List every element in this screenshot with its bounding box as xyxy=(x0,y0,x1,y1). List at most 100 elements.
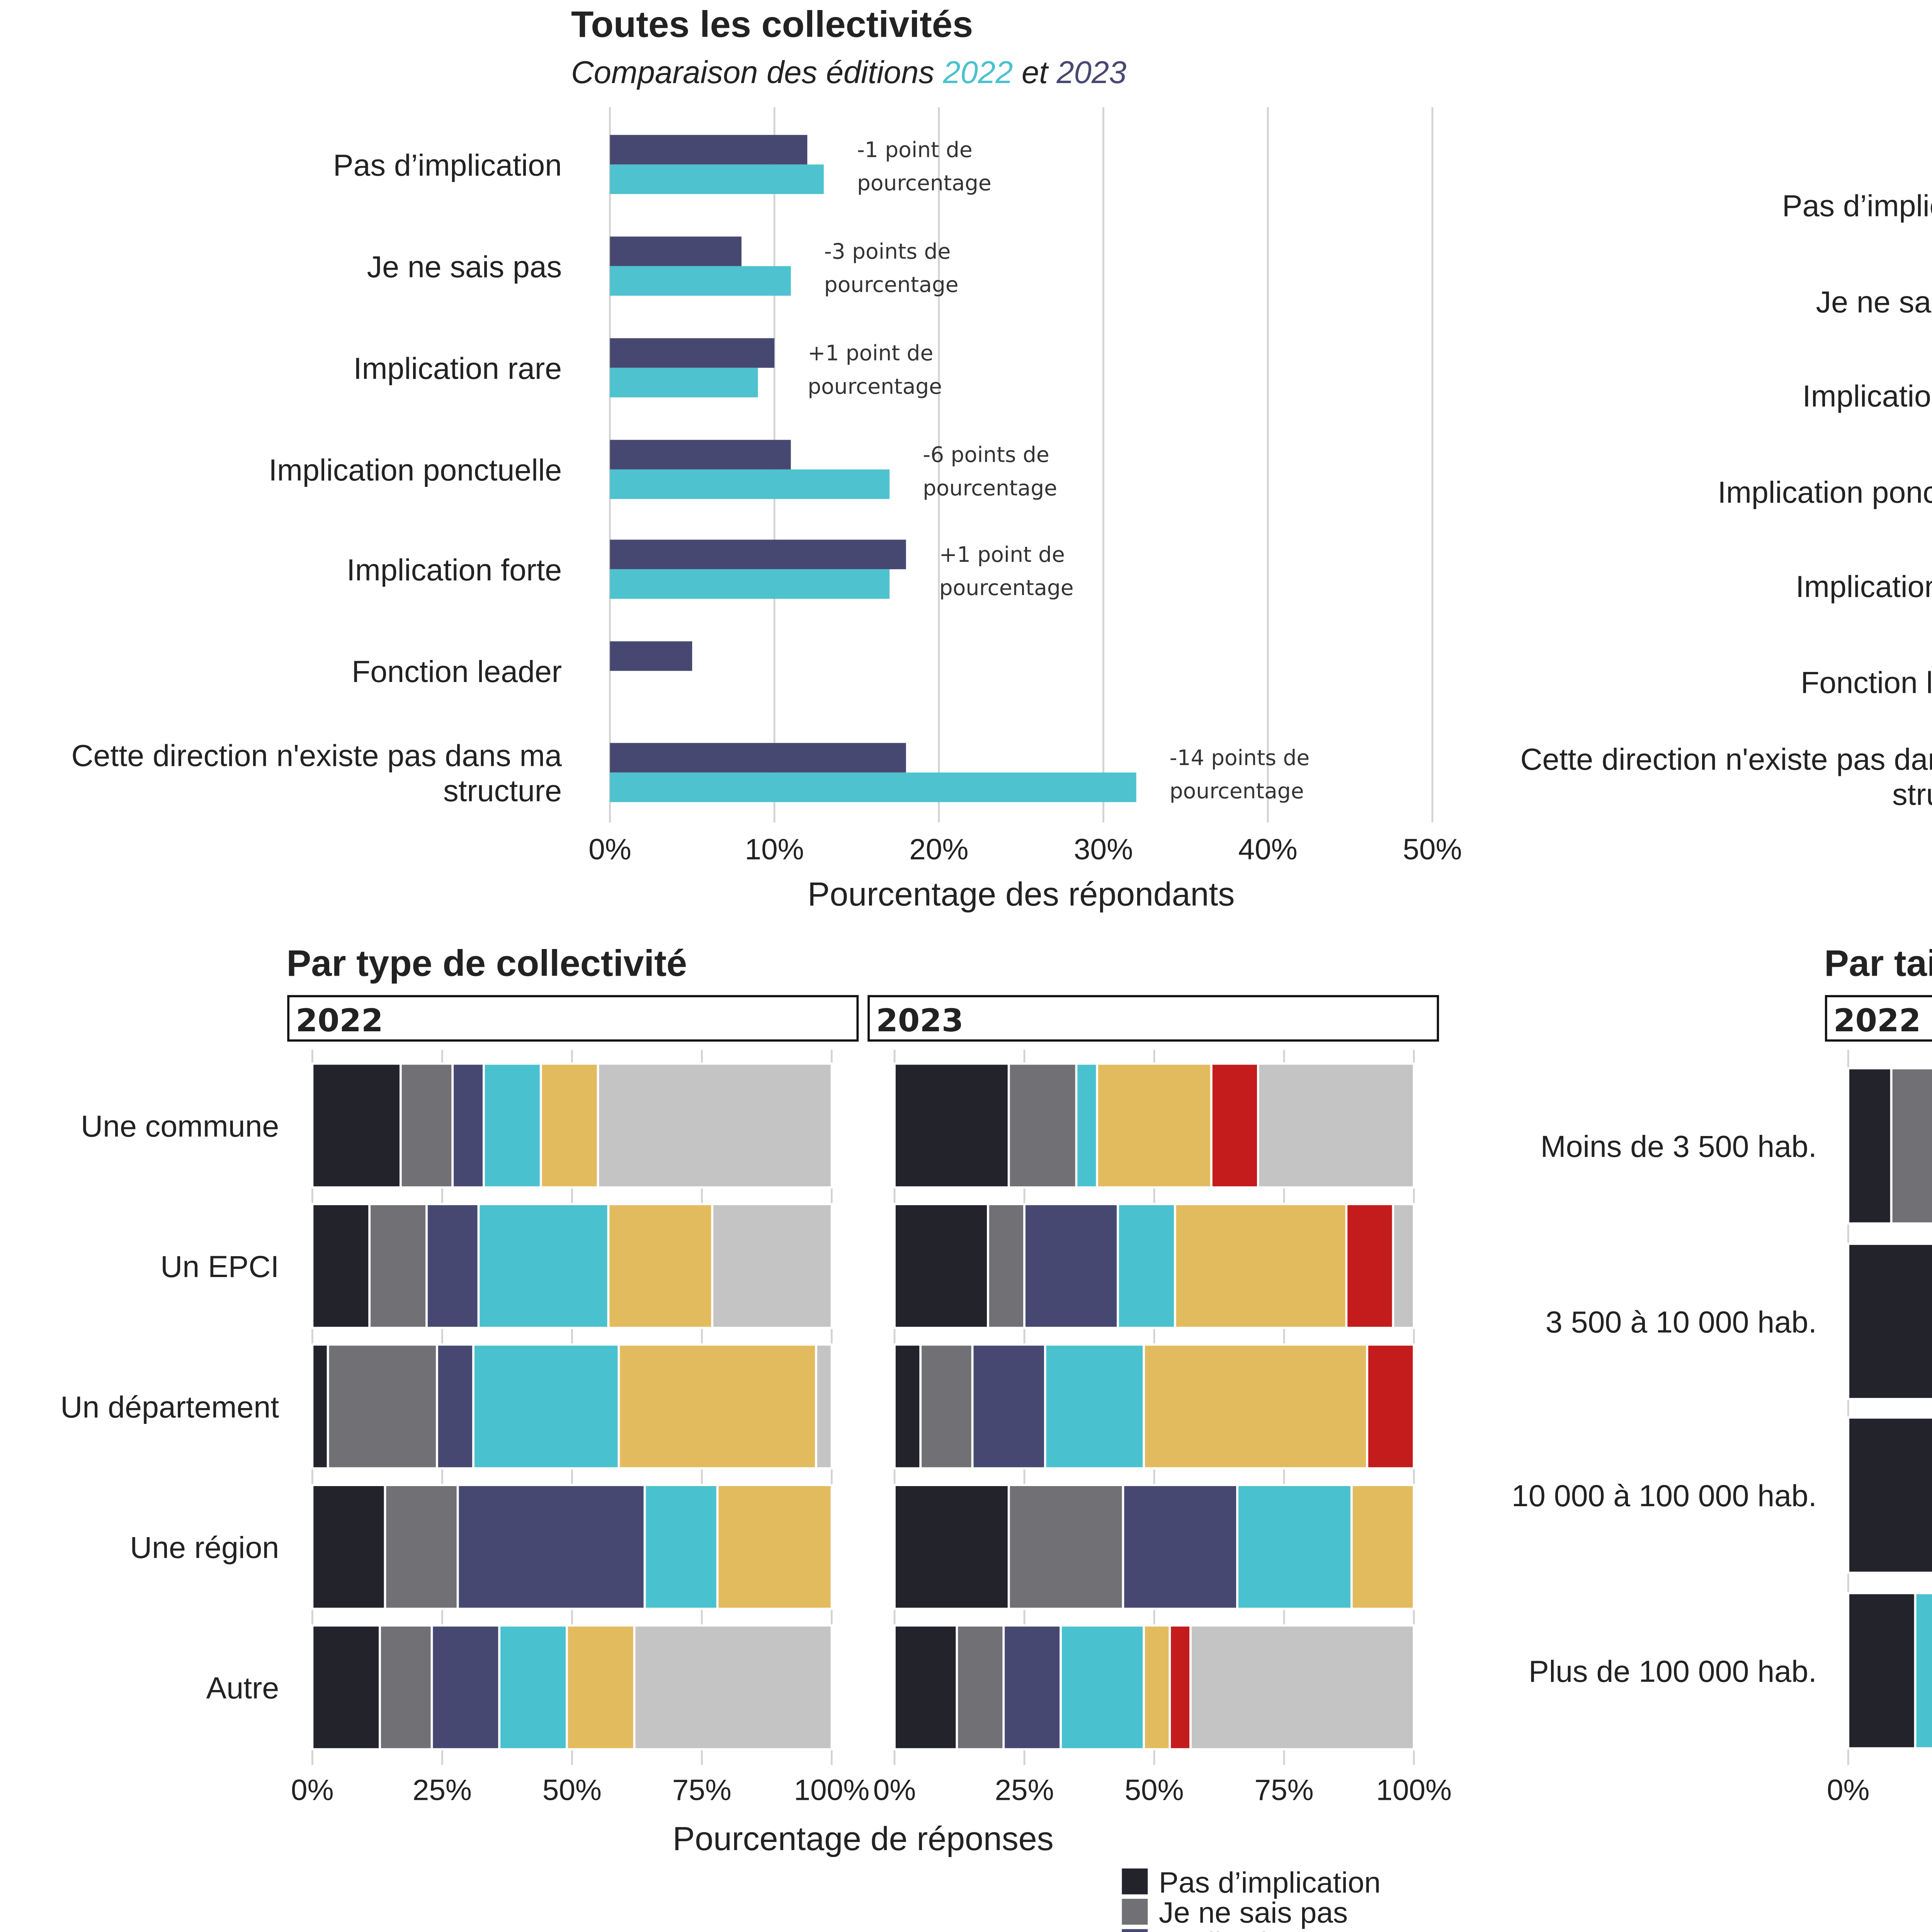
category-label: Un EPCI xyxy=(160,1250,279,1284)
x-tick-label: 25% xyxy=(413,1774,472,1807)
stacked-segment xyxy=(566,1624,636,1750)
stacked-segment xyxy=(1366,1343,1415,1469)
stacked-segment xyxy=(1350,1484,1415,1610)
stacked-segment xyxy=(368,1203,428,1329)
change-annotation: pourcentage xyxy=(923,476,1057,500)
stacked-segment xyxy=(1847,1067,1893,1225)
x-tick-label: 50% xyxy=(1403,833,1462,866)
x-tick-label: 50% xyxy=(543,1774,602,1807)
stacked-segment xyxy=(1392,1203,1415,1329)
legend-item-label: Je ne sais pas xyxy=(1159,1896,1348,1929)
stacked-segment xyxy=(987,1203,1026,1329)
change-annotation: -6 points de xyxy=(923,442,1049,467)
x-tick-label: 0% xyxy=(873,1774,916,1807)
stacked-segment xyxy=(1345,1203,1395,1329)
stacked-segment xyxy=(311,1484,386,1610)
x-tick-label: 100% xyxy=(1376,1774,1452,1807)
x-tick-label: 100% xyxy=(794,1774,870,1807)
stacked-segment xyxy=(893,1203,989,1329)
stacked-segment xyxy=(1236,1484,1353,1610)
x-tick-label: 0% xyxy=(1827,1774,1870,1807)
stacked-segment xyxy=(1189,1624,1415,1750)
stacked-segment xyxy=(379,1624,433,1750)
x-tick-label: 50% xyxy=(1125,1774,1184,1807)
stacked-segment xyxy=(436,1343,474,1469)
category-label: Cette direction n'existe pas dans ma xyxy=(1520,742,1932,776)
subtitle-text: et xyxy=(1013,55,1056,90)
stacked-segment xyxy=(1117,1203,1176,1329)
stacked-segment xyxy=(1007,1062,1078,1189)
stacked-segment xyxy=(1023,1203,1119,1329)
stacked-segment xyxy=(1143,1343,1369,1469)
stacked-segment xyxy=(633,1624,833,1750)
category-label: Fonction leader xyxy=(352,655,562,689)
facet-strip-label: 2022 xyxy=(296,1003,383,1039)
chart-title: Par taille de commune xyxy=(1824,942,1932,984)
stacked-segment xyxy=(311,1203,371,1329)
bar-2023 xyxy=(610,539,906,570)
stacked-segment xyxy=(456,1484,646,1610)
category-label: Cette direction n'existe pas dans ma xyxy=(71,739,562,773)
stacked-segment xyxy=(1143,1624,1171,1750)
x-axis-title: Pourcentage de réponses xyxy=(673,1820,1054,1857)
change-annotation: -1 point de xyxy=(857,138,973,162)
stacked-segment xyxy=(1847,1243,1932,1400)
stacked-segment xyxy=(1096,1062,1213,1189)
category-label: Implication ponctuelle xyxy=(269,453,562,487)
bar-2023 xyxy=(610,440,791,469)
stacked-segment xyxy=(1847,1592,1917,1750)
stacked-segment xyxy=(1060,1624,1145,1750)
stacked-segment xyxy=(1002,1624,1062,1750)
stacked-segment xyxy=(1847,1416,1932,1574)
x-tick-label: 20% xyxy=(909,833,968,866)
bar-2022 xyxy=(610,469,890,499)
subtitle-year-2022: 2022 xyxy=(943,55,1013,90)
legend-swatch xyxy=(1122,1929,1148,1932)
category-label: Fonction leader xyxy=(1801,666,1932,700)
chart-subtitle: Comparaison des éditions 2022 et 2023 xyxy=(571,55,1126,90)
stacked-segment xyxy=(539,1062,599,1189)
bar-2022 xyxy=(610,164,824,194)
category-label: Un département xyxy=(60,1390,279,1424)
chart-toutes-collectivites: Toutes les collectivités Comparaison des … xyxy=(71,4,1462,913)
stacked-segment xyxy=(425,1203,480,1329)
change-annotation: +1 point de xyxy=(939,542,1065,567)
stacked-segment xyxy=(893,1484,1010,1610)
category-label: Une commune xyxy=(81,1109,279,1143)
stacked-segment xyxy=(597,1062,833,1189)
stacked-segment xyxy=(607,1203,714,1329)
category-label: 3 500 à 10 000 hab. xyxy=(1546,1305,1817,1339)
change-annotation: pourcentage xyxy=(857,171,992,196)
category-label: Implication rare xyxy=(354,352,562,386)
change-annotation: +1 point de xyxy=(808,341,933,366)
category-label: Je ne sais pas xyxy=(367,250,562,284)
bar-2023 xyxy=(610,641,692,671)
change-annotation: -14 points de xyxy=(1170,745,1310,770)
chart-par-taille-commune: Par taille de commune20220%25%50%75%100%… xyxy=(1512,942,1932,1807)
x-tick-label: 0% xyxy=(588,833,631,866)
subtitle-text: Comparaison des éditions xyxy=(571,55,943,90)
bar-2023 xyxy=(610,135,808,165)
stacked-segment xyxy=(483,1062,542,1189)
category-label: structure xyxy=(443,774,562,808)
stacked-segment xyxy=(1122,1484,1239,1610)
stacked-segment xyxy=(384,1484,459,1610)
stacked-segment xyxy=(1890,1067,1932,1225)
stacked-segment xyxy=(472,1343,620,1469)
stacked-segment xyxy=(1007,1484,1124,1610)
legend-swatch xyxy=(1122,1868,1148,1895)
stacked-segment xyxy=(1914,1592,1932,1750)
stacked-segment xyxy=(451,1062,485,1189)
stacked-segment xyxy=(1168,1624,1192,1750)
subtitle-year-2023: 2023 xyxy=(1056,55,1126,90)
category-label: Pas d’implication xyxy=(1782,189,1932,223)
facet-strip xyxy=(1825,995,1932,1042)
category-label: Implication rare xyxy=(1803,379,1932,413)
stacked-segment xyxy=(971,1343,1046,1469)
change-annotation: pourcentage xyxy=(808,374,942,399)
stacked-segment xyxy=(1044,1343,1145,1469)
change-annotation: -3 points de xyxy=(824,239,951,264)
